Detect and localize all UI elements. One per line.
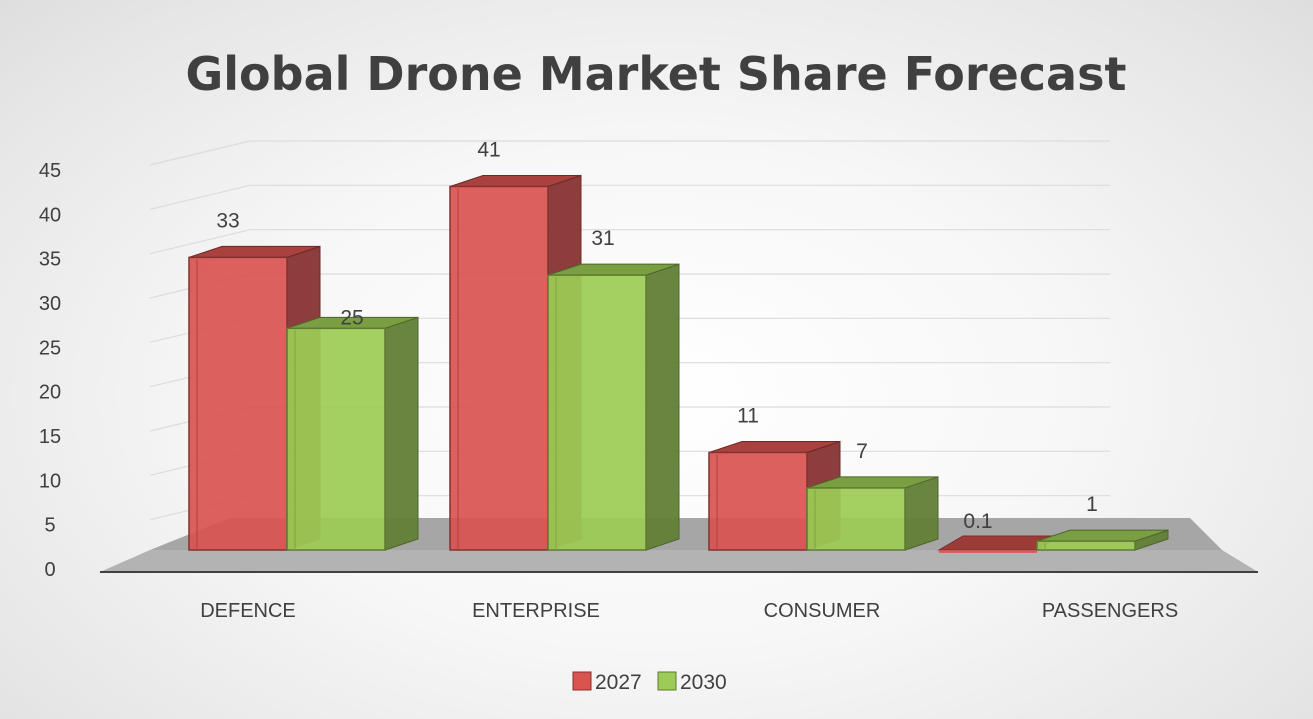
gridline bbox=[149, 140, 1110, 166]
data-label: 25 bbox=[340, 306, 363, 329]
category-label-enterprise: ENTERPRISE bbox=[472, 600, 600, 622]
bar-2030-enterprise bbox=[547, 263, 680, 551]
y-tick-label: 20 bbox=[39, 382, 61, 404]
bar-front bbox=[939, 550, 1037, 553]
data-label: 11 bbox=[737, 404, 759, 427]
legend-swatch bbox=[572, 671, 592, 691]
bar-2030-passengers bbox=[1036, 529, 1169, 551]
y-axis-ticks: 0 5 10 15 20 25 30 35 40 45 bbox=[39, 160, 61, 581]
bar-front bbox=[806, 487, 906, 551]
bar-front bbox=[286, 327, 386, 551]
legend-label: 2027 bbox=[595, 671, 642, 694]
y-tick-label: 35 bbox=[39, 249, 61, 271]
bar-2030-consumer bbox=[806, 476, 939, 551]
data-labels: 33 25 41 31 11 7 0.1 1 bbox=[216, 138, 1098, 533]
category-label-defence: DEFENCE bbox=[200, 600, 296, 622]
category-label-consumer: CONSUMER bbox=[764, 600, 881, 622]
y-tick-label: 40 bbox=[39, 204, 61, 226]
data-label: 41 bbox=[477, 138, 500, 161]
y-tick-label: 30 bbox=[39, 293, 61, 315]
data-label: 0.1 bbox=[963, 510, 992, 533]
y-tick-label: 10 bbox=[39, 470, 61, 492]
data-label: 7 bbox=[856, 440, 868, 463]
bar-side bbox=[384, 316, 419, 551]
bar-front bbox=[1036, 540, 1136, 551]
chart-floor bbox=[100, 518, 1258, 573]
bars bbox=[188, 174, 1169, 553]
gridline bbox=[149, 184, 1110, 210]
bar-front bbox=[449, 185, 549, 551]
legend-swatch bbox=[657, 671, 677, 691]
floor-front bbox=[100, 550, 1258, 572]
data-label: 33 bbox=[216, 209, 239, 232]
gridline bbox=[149, 229, 1110, 255]
y-tick-label: 25 bbox=[39, 337, 61, 359]
bar-2030-defence bbox=[286, 316, 419, 551]
category-label-passengers: PASSENGERS bbox=[1042, 600, 1178, 622]
data-label: 31 bbox=[591, 227, 614, 250]
legend-label: 2030 bbox=[680, 671, 727, 694]
bar-front bbox=[188, 256, 288, 551]
y-tick-label: 0 bbox=[44, 559, 55, 581]
legend-item-2030: 2030 bbox=[657, 671, 727, 694]
bar-side bbox=[645, 263, 680, 551]
data-label: 1 bbox=[1086, 493, 1098, 516]
legend: 2027 2030 bbox=[572, 671, 727, 694]
bar-front bbox=[708, 451, 808, 551]
y-tick-label: 15 bbox=[39, 426, 61, 448]
bar-2027-consumer bbox=[708, 440, 841, 551]
bar-front bbox=[547, 274, 647, 551]
x-axis-categories: DEFENCE ENTERPRISE CONSUMER PASSENGERS bbox=[200, 600, 1178, 622]
bar-side bbox=[904, 476, 939, 551]
y-tick-label: 5 bbox=[44, 515, 55, 537]
chart-title: Global Drone Market Share Forecast bbox=[186, 47, 1127, 101]
y-tick-label: 45 bbox=[39, 160, 61, 182]
legend-item-2027: 2027 bbox=[572, 671, 642, 694]
